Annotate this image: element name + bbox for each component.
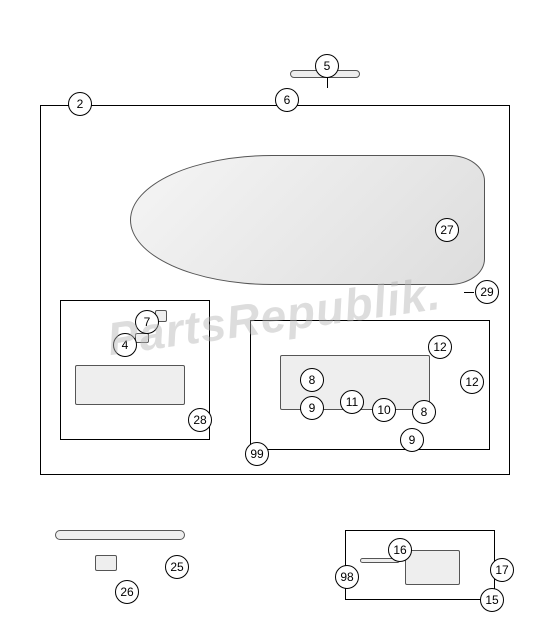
part-axle (55, 530, 185, 540)
callout-12[interactable]: 12 (460, 370, 484, 394)
callout-17[interactable]: 17 (490, 558, 514, 582)
callout-number: 28 (193, 413, 206, 427)
part-axle-nut (95, 555, 117, 571)
callout-number: 9 (309, 401, 316, 415)
callout-number: 12 (433, 340, 446, 354)
callout-7[interactable]: 7 (135, 310, 159, 334)
callout-number: 25 (170, 560, 183, 574)
callout-number: 17 (495, 563, 508, 577)
callout-29[interactable]: 29 (475, 280, 499, 304)
callout-number: 16 (393, 543, 406, 557)
callout-number: 8 (309, 373, 316, 387)
callout-number: 99 (250, 447, 263, 461)
callout-98[interactable]: 98 (335, 565, 359, 589)
part-plug-4 (135, 333, 149, 343)
callout-12[interactable]: 12 (428, 335, 452, 359)
callout-15[interactable]: 15 (480, 588, 504, 612)
callout-8[interactable]: 8 (300, 368, 324, 392)
callout-25[interactable]: 25 (165, 555, 189, 579)
callout-6[interactable]: 6 (275, 88, 299, 112)
callout-number: 11 (346, 395, 358, 409)
callout-number: 4 (122, 338, 129, 352)
callout-10[interactable]: 10 (372, 398, 396, 422)
callout-26[interactable]: 26 (115, 580, 139, 604)
callout-11[interactable]: 11 (340, 390, 364, 414)
callout-number: 10 (377, 403, 390, 417)
callout-16[interactable]: 16 (388, 538, 412, 562)
callout-number: 12 (465, 375, 478, 389)
callout-9[interactable]: 9 (300, 396, 324, 420)
callout-number: 5 (324, 59, 331, 73)
callout-4[interactable]: 4 (113, 333, 137, 357)
callout-99[interactable]: 99 (245, 442, 269, 466)
callout-8[interactable]: 8 (412, 400, 436, 424)
callout-number: 8 (421, 405, 428, 419)
callout-number: 27 (440, 223, 453, 237)
callout-2[interactable]: 2 (68, 92, 92, 116)
part-guard (405, 550, 460, 585)
parts-diagram: 2567427291212891110892899252616981715 Pa… (0, 0, 547, 632)
callout-number: 98 (340, 570, 353, 584)
callout-number: 2 (77, 97, 84, 111)
leader-line (464, 292, 474, 293)
callout-5[interactable]: 5 (315, 54, 339, 78)
callout-number: 7 (144, 315, 151, 329)
callout-number: 26 (120, 585, 133, 599)
callout-number: 29 (480, 285, 493, 299)
part-swingarm-body (130, 155, 485, 285)
callout-27[interactable]: 27 (435, 218, 459, 242)
callout-number: 9 (409, 433, 416, 447)
callout-number: 15 (485, 593, 498, 607)
callout-9[interactable]: 9 (400, 428, 424, 452)
callout-28[interactable]: 28 (188, 408, 212, 432)
callout-number: 6 (284, 93, 291, 107)
part-chain-guide (75, 365, 185, 405)
